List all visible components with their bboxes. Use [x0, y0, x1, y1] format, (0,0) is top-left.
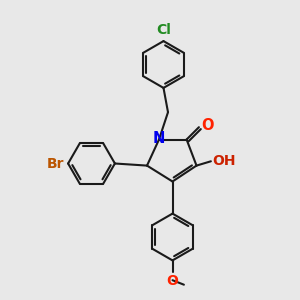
Text: O: O — [167, 274, 178, 288]
Text: O: O — [201, 118, 214, 133]
Text: OH: OH — [213, 154, 236, 168]
Text: Br: Br — [47, 157, 64, 170]
Text: Cl: Cl — [156, 23, 171, 37]
Text: N: N — [152, 131, 165, 146]
